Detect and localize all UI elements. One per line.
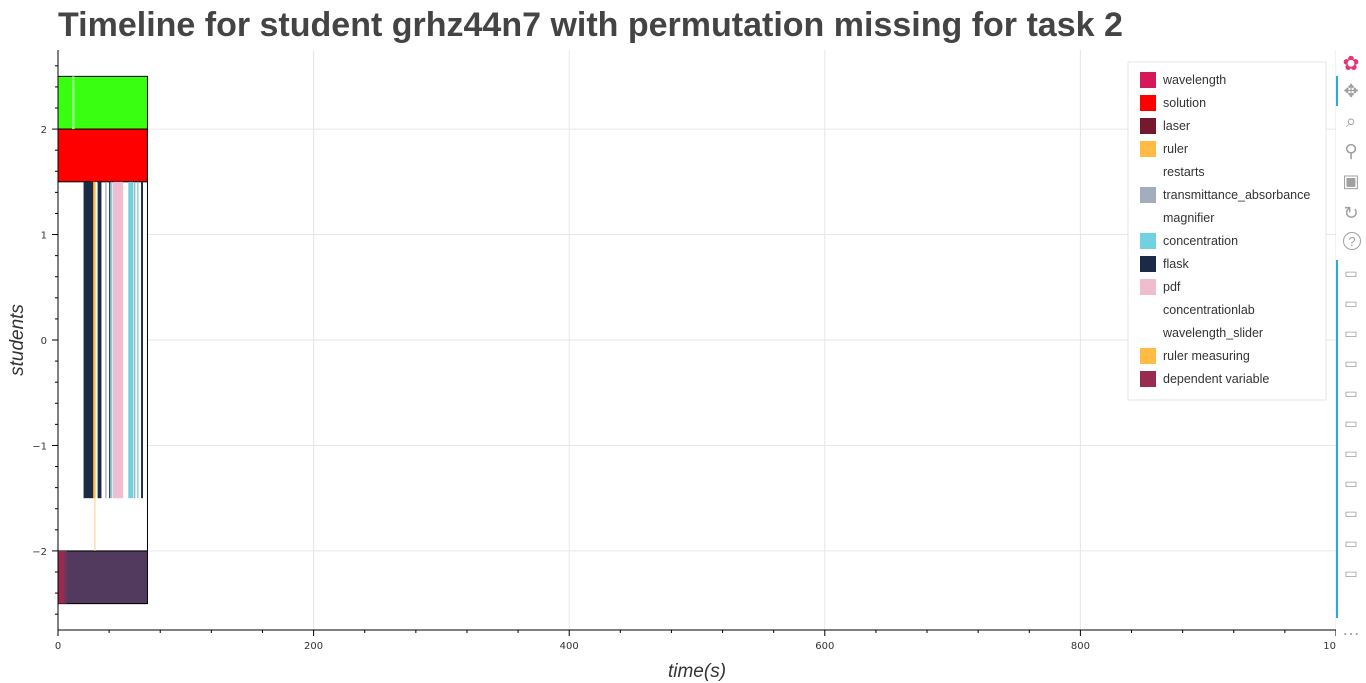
box-zoom-icon[interactable]: ⌕ bbox=[1345, 110, 1357, 131]
legend-swatch bbox=[1140, 256, 1156, 272]
legend-swatch bbox=[1140, 302, 1156, 318]
save-icon[interactable]: ▣ bbox=[1342, 170, 1360, 191]
toolbar-hover-marker bbox=[1336, 260, 1338, 618]
hover-icon[interactable]: ▭ bbox=[1344, 444, 1358, 461]
hover-icon[interactable]: ▭ bbox=[1344, 294, 1358, 311]
legend-swatch bbox=[1140, 279, 1156, 295]
legend-box bbox=[1127, 61, 1327, 401]
legend-label: ruler measuring bbox=[1163, 349, 1250, 363]
band-rect bbox=[57, 181, 148, 552]
legend-label: wavelength_slider bbox=[1162, 326, 1263, 340]
legend-label: wavelength bbox=[1162, 73, 1226, 87]
activity-segment bbox=[111, 181, 113, 499]
legend: wavelength solution laser ruler restarts tran… bbox=[1127, 61, 1327, 401]
toolbar: ✿ ✥ ⌕ ⚲ ▣ ↻? ▭ ▭ ▭ ▭ ▭ ▭ ▭ ▭ ▭ ▭ ▭ … bbox=[1336, 48, 1366, 639]
hover-icon[interactable]: ▭ bbox=[1344, 564, 1358, 581]
hover-icon[interactable]: ▭ bbox=[1344, 354, 1358, 371]
y-tick-label: −2 bbox=[32, 547, 47, 558]
activity-segments bbox=[58, 76, 143, 604]
legend-swatch bbox=[1140, 72, 1156, 88]
band-rect bbox=[57, 128, 148, 183]
activity-segment bbox=[112, 181, 124, 499]
band-rect bbox=[57, 550, 148, 605]
legend-swatch bbox=[1140, 187, 1156, 203]
activity-segment bbox=[97, 181, 102, 499]
legend-swatch bbox=[1140, 141, 1156, 157]
hover-icon[interactable]: ▭ bbox=[1344, 264, 1358, 281]
activity-segment bbox=[109, 181, 111, 499]
activity-segment bbox=[94, 498, 96, 551]
grid bbox=[57, 50, 1336, 630]
reset-icon[interactable]: ↻ bbox=[1343, 202, 1359, 223]
legend-swatch bbox=[1140, 348, 1156, 364]
activity-bands bbox=[57, 75, 148, 605]
activity-segment bbox=[72, 76, 75, 130]
legend-swatch bbox=[1140, 210, 1156, 226]
activity-segment bbox=[58, 550, 65, 604]
y-tick-label: −1 bbox=[32, 441, 47, 452]
activity-segment bbox=[64, 550, 67, 604]
legend-label: laser bbox=[1163, 119, 1190, 133]
activity-segment bbox=[83, 181, 94, 499]
legend-label: restarts bbox=[1163, 165, 1205, 179]
legend-swatch bbox=[1140, 164, 1156, 180]
axes: 0 200 400 600 800 1000 −2 −1 0 1 2 bbox=[32, 50, 1336, 652]
y-tick-label: 2 bbox=[41, 125, 47, 136]
legend-label: magnifier bbox=[1163, 211, 1214, 225]
x-axis-label: time(s) bbox=[668, 661, 726, 682]
y-axis-label: students bbox=[7, 304, 28, 376]
bokeh-logo-icon: ✿ bbox=[1342, 52, 1360, 75]
x-tick-label: 600 bbox=[815, 641, 834, 652]
legend-swatch bbox=[1140, 95, 1156, 111]
activity-segment bbox=[105, 181, 107, 499]
y-tick-label: 0 bbox=[41, 336, 47, 347]
x-tick-label: 800 bbox=[1071, 641, 1090, 652]
pan-icon[interactable]: ✥ bbox=[1343, 80, 1359, 101]
activity-segment bbox=[137, 181, 139, 499]
activity-segment bbox=[93, 181, 96, 499]
hover-icon[interactable]: ▭ bbox=[1344, 534, 1358, 551]
x-tick-label: 1000 bbox=[1323, 641, 1336, 652]
x-tick-label: 200 bbox=[304, 641, 323, 652]
activity-segment bbox=[128, 181, 134, 499]
hover-icon[interactable]: ▭ bbox=[1344, 474, 1358, 491]
x-tick-label: 400 bbox=[560, 641, 579, 652]
activity-segment bbox=[141, 181, 143, 499]
legend-swatch bbox=[1140, 118, 1156, 134]
timeline-chart[interactable]: 0 200 400 600 800 1000 −2 −1 0 1 2 wavelength solut… bbox=[0, 0, 1336, 683]
legend-label: concentration bbox=[1163, 234, 1238, 248]
legend-label: concentrationlab bbox=[1163, 303, 1255, 317]
toolbar-active-marker bbox=[1336, 76, 1338, 106]
legend-label: transmittance_absorbance bbox=[1163, 188, 1310, 202]
legend-swatch bbox=[1140, 371, 1156, 387]
hover-icon[interactable]: ▭ bbox=[1344, 504, 1358, 521]
help-icon[interactable]: ? bbox=[1343, 232, 1361, 250]
hover-icon[interactable]: ▭ bbox=[1344, 324, 1358, 341]
band-rect bbox=[57, 75, 148, 130]
legend-swatch bbox=[1140, 325, 1156, 341]
legend-label: flask bbox=[1163, 257, 1189, 271]
activity-segment bbox=[134, 181, 136, 499]
x-tick-label: 0 bbox=[55, 641, 61, 652]
legend-label: solution bbox=[1163, 96, 1206, 110]
legend-label: pdf bbox=[1163, 280, 1181, 294]
activity-segment bbox=[95, 181, 97, 499]
wheel-zoom-icon[interactable]: ⚲ bbox=[1344, 140, 1358, 161]
hover-icon[interactable]: ▭ bbox=[1344, 414, 1358, 431]
legend-label: ruler bbox=[1163, 142, 1188, 156]
chart-title: Timeline for student grhz44n7 with permu… bbox=[58, 6, 1123, 44]
legend-swatch bbox=[1140, 233, 1156, 249]
hover-icon[interactable]: ▭ bbox=[1344, 384, 1358, 401]
legend-label: dependent variable bbox=[1163, 372, 1269, 386]
more-icon[interactable]: … bbox=[1342, 618, 1360, 639]
y-tick-label: 1 bbox=[41, 231, 47, 242]
